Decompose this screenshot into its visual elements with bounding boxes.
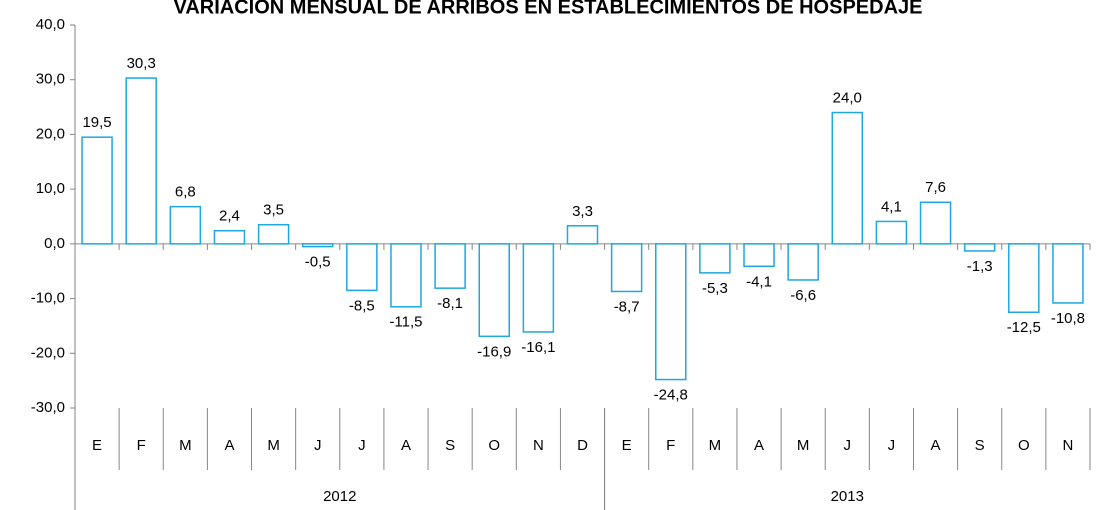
bar: [478, 243, 510, 338]
y-tick-label: -10,0: [31, 290, 65, 307]
data-label: 7,6: [925, 179, 946, 196]
x-tick-label: S: [445, 437, 455, 454]
bar: [434, 243, 466, 289]
bar: [743, 243, 775, 268]
group-label: 2013: [831, 488, 864, 505]
data-label: 4,1: [881, 198, 902, 215]
bar: [919, 201, 952, 245]
x-tick-label: O: [1018, 437, 1030, 454]
x-tick-label: E: [622, 437, 632, 454]
bar: [699, 243, 731, 274]
data-label: -1,3: [967, 258, 993, 275]
bar: [610, 243, 643, 293]
x-tick-label: A: [931, 437, 941, 454]
bar: [831, 111, 864, 245]
data-label: -0,5: [305, 254, 331, 271]
group-label: 2012: [323, 488, 356, 505]
x-tick-label: J: [888, 437, 896, 454]
x-tick-label: F: [137, 437, 146, 454]
bar: [522, 243, 555, 333]
bar: [1008, 243, 1040, 314]
x-tick-label: O: [488, 437, 500, 454]
data-label: -8,1: [437, 295, 463, 312]
data-label: 6,8: [175, 184, 196, 201]
data-label: 30,3: [127, 55, 156, 72]
x-tick-label: J: [358, 437, 366, 454]
data-label: -11,5: [389, 314, 422, 331]
x-tick-label: A: [401, 437, 411, 454]
data-label: -16,9: [477, 343, 511, 360]
bar: [81, 136, 113, 245]
x-tick-label: A: [224, 437, 234, 454]
data-label: 3,3: [572, 203, 593, 220]
x-tick-label: S: [975, 437, 985, 454]
y-tick-label: 40,0: [36, 16, 65, 33]
x-tick-label: N: [1063, 437, 1074, 454]
bar: [346, 243, 378, 292]
y-tick-label: -30,0: [31, 399, 65, 416]
y-tick-label: 30,0: [36, 71, 65, 88]
x-tick-label: M: [179, 437, 192, 454]
bar: [963, 243, 996, 252]
x-tick-label: F: [666, 437, 675, 454]
y-tick-label: -20,0: [31, 344, 65, 361]
chart-title: VARIACIÓN MENSUAL DE ARRIBOS EN ESTABLEC…: [174, 0, 923, 18]
data-label: -8,7: [614, 298, 640, 315]
x-tick-label: M: [267, 437, 280, 454]
bar: [213, 229, 246, 245]
data-label: -12,5: [1007, 319, 1041, 336]
bar: [390, 243, 422, 308]
bar: [125, 77, 157, 245]
y-tick-label: 20,0: [36, 125, 65, 142]
x-tick-label: M: [797, 437, 810, 454]
x-tick-label: J: [844, 437, 852, 454]
x-tick-label: J: [314, 437, 322, 454]
x-tick-label: M: [709, 437, 722, 454]
data-label: -4,1: [746, 273, 772, 290]
bar: [1052, 243, 1084, 304]
data-label: -8,5: [349, 297, 375, 314]
bar: [787, 243, 819, 281]
data-label: 24,0: [833, 90, 862, 107]
x-tick-label: D: [577, 437, 588, 454]
bar: [655, 243, 687, 381]
data-label: -10,8: [1051, 310, 1085, 327]
bar: [566, 225, 599, 245]
data-label: -16,1: [521, 339, 555, 356]
data-label: -24,8: [654, 387, 688, 404]
data-label: -6,6: [790, 287, 816, 304]
x-tick-label: E: [92, 437, 102, 454]
y-tick-label: 0,0: [44, 235, 65, 252]
data-label: 2,4: [219, 208, 240, 225]
bar: [875, 220, 908, 245]
x-tick-label: N: [533, 437, 544, 454]
data-label: 3,5: [263, 202, 284, 219]
x-tick-label: A: [754, 437, 764, 454]
bar: [301, 243, 334, 248]
bar: [169, 205, 202, 245]
data-label: -5,3: [702, 280, 728, 297]
data-label: 19,5: [82, 114, 111, 131]
bar: [257, 223, 290, 245]
y-tick-label: 10,0: [36, 180, 65, 197]
